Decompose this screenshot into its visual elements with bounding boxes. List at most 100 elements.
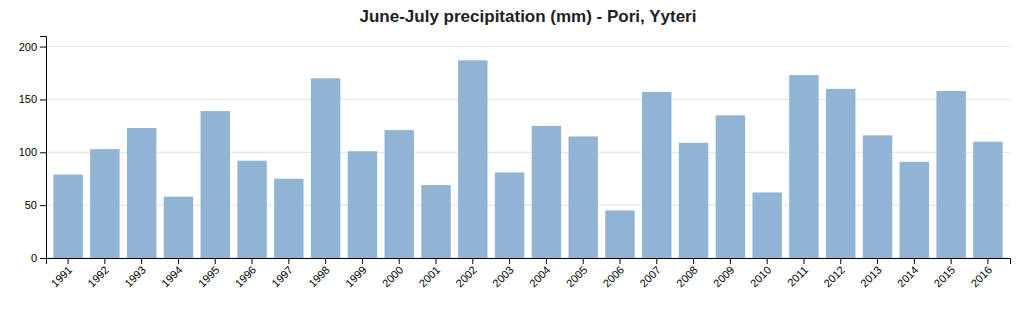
tick-label: 2003 xyxy=(490,264,516,290)
tick-mark xyxy=(730,258,731,264)
bar xyxy=(90,149,119,258)
tick-label: 1991 xyxy=(49,264,75,290)
tick: 2014 xyxy=(895,258,921,289)
tick-mark xyxy=(914,258,915,264)
bar xyxy=(164,197,193,258)
tick-label: 200 xyxy=(19,41,37,53)
tick-mark xyxy=(583,258,584,264)
tick: 2015 xyxy=(932,258,958,289)
grid-line xyxy=(46,99,1010,100)
bar xyxy=(348,151,377,258)
tick-label: 2010 xyxy=(748,264,774,290)
tick-mark xyxy=(693,258,694,264)
tick-label: 50 xyxy=(25,199,37,211)
tick-mark xyxy=(252,258,253,264)
bar xyxy=(495,172,524,258)
tick: 2007 xyxy=(637,258,663,289)
tick-label: 150 xyxy=(19,93,37,105)
tick: 2013 xyxy=(858,258,884,289)
tick-mark xyxy=(987,258,988,264)
bar xyxy=(605,210,634,258)
tick-label: 2013 xyxy=(858,264,884,290)
tick-label: 2005 xyxy=(564,264,590,290)
tick-mark xyxy=(40,152,46,153)
bar xyxy=(458,60,487,258)
tick-mark xyxy=(951,258,952,264)
bar xyxy=(421,185,450,258)
tick-mark xyxy=(215,258,216,264)
bar xyxy=(385,130,414,258)
tick-label: 2009 xyxy=(711,264,737,290)
tick-label: 1992 xyxy=(85,264,111,290)
bar xyxy=(789,75,818,258)
axis-line xyxy=(47,259,1011,265)
bar xyxy=(201,111,230,258)
tick-label: 1997 xyxy=(269,264,295,290)
tick: 2012 xyxy=(821,258,847,289)
tick-label: 1994 xyxy=(159,264,185,290)
tick: 2006 xyxy=(600,258,626,289)
tick: 50 xyxy=(25,199,46,211)
tick-mark xyxy=(40,205,46,206)
tick: 2004 xyxy=(527,258,553,289)
tick: 1992 xyxy=(85,258,111,289)
tick-label: 1993 xyxy=(122,264,148,290)
tick-label: 2016 xyxy=(968,264,994,290)
tick-mark xyxy=(472,258,473,264)
grid-line xyxy=(46,46,1010,47)
tick-mark xyxy=(619,258,620,264)
tick: 2000 xyxy=(380,258,406,289)
tick: 1997 xyxy=(269,258,295,289)
tick-label: 2011 xyxy=(785,264,810,289)
tick-label: 2002 xyxy=(453,264,479,290)
tick-mark xyxy=(509,258,510,264)
x-axis: 1991 1992 1993 1994 1995 1996 1997 1998 1999 2000… xyxy=(47,258,1011,289)
bar xyxy=(973,142,1002,258)
tick-label: 2012 xyxy=(821,264,847,290)
tick-mark xyxy=(68,258,69,264)
tick-mark xyxy=(288,258,289,264)
tick-label: 0 xyxy=(31,252,37,264)
tick: 2011 xyxy=(785,258,810,289)
tick-mark xyxy=(40,258,46,259)
tick: 2016 xyxy=(968,258,994,289)
tick-label: 1999 xyxy=(343,264,369,290)
chart: 0 50 100 150 200 1991 1992 1993 1994 1995 1996 1997… xyxy=(0,0,1024,310)
tick-mark xyxy=(436,258,437,264)
tick: 1996 xyxy=(232,258,258,289)
bar xyxy=(642,92,671,258)
tick-mark xyxy=(656,258,657,264)
bars xyxy=(53,60,1002,258)
grid xyxy=(46,47,1010,258)
bar xyxy=(679,143,708,258)
bar xyxy=(826,89,855,258)
tick: 2002 xyxy=(453,258,479,289)
tick-label: 2015 xyxy=(932,264,958,290)
title: June-July precipitation (mm) - Pori, Yyt… xyxy=(360,7,697,26)
axis-line xyxy=(40,37,47,259)
tick: 1998 xyxy=(306,258,332,289)
tick-mark xyxy=(40,99,46,100)
bar xyxy=(863,135,892,258)
tick-label: 1998 xyxy=(306,264,332,290)
tick-mark xyxy=(104,258,105,264)
tick: 1991 xyxy=(49,258,75,289)
tick-label: 2006 xyxy=(600,264,626,290)
tick-mark xyxy=(877,258,878,264)
tick-mark xyxy=(325,258,326,264)
tick: 1994 xyxy=(159,258,185,289)
bar xyxy=(716,115,745,258)
tick: 2009 xyxy=(711,258,737,289)
tick-label: 2000 xyxy=(380,264,406,290)
tick: 1995 xyxy=(196,258,222,289)
tick: 2001 xyxy=(416,258,442,289)
tick: 2010 xyxy=(748,258,774,289)
bar xyxy=(127,128,156,258)
tick-label: 2004 xyxy=(527,264,553,290)
bar xyxy=(532,126,561,258)
tick-label: 2008 xyxy=(674,264,700,290)
tick: 200 xyxy=(19,41,46,53)
tick: 100 xyxy=(19,146,46,158)
bar xyxy=(936,91,965,258)
tick: 1999 xyxy=(343,258,369,289)
